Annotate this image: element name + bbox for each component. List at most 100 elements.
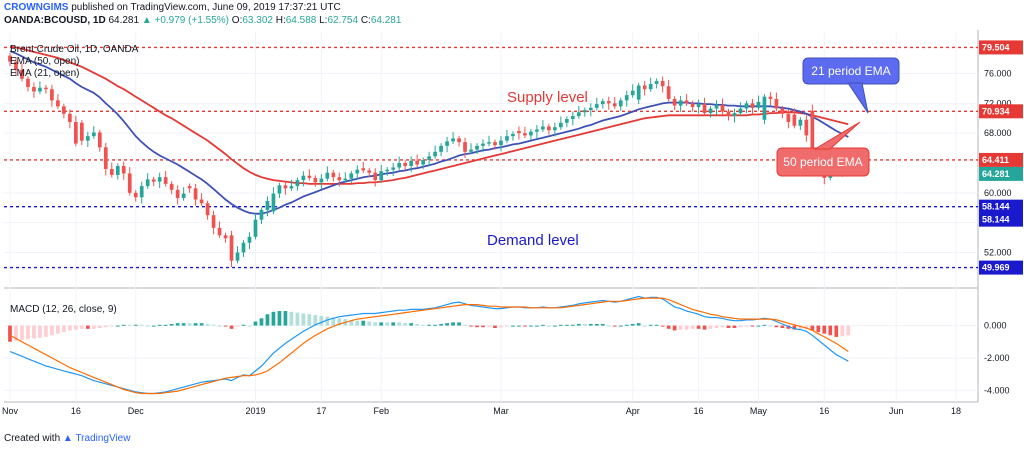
candle-body	[523, 133, 527, 136]
macd-histogram-bar	[217, 325, 222, 327]
macd-histogram-bar	[840, 325, 845, 337]
macd-histogram-bar	[151, 325, 156, 327]
candle-body	[115, 165, 120, 175]
candle-body	[187, 186, 192, 189]
candle-body	[295, 180, 300, 187]
candle-down	[187, 183, 192, 193]
candle-up	[295, 177, 300, 191]
level-price-tag	[979, 199, 1023, 214]
candle-up	[325, 166, 330, 182]
candle-body	[511, 133, 515, 137]
macd-histogram-bar	[427, 324, 431, 326]
candle-body	[541, 126, 545, 130]
candle-body	[469, 149, 473, 152]
macd-histogram-bar	[32, 325, 36, 339]
candle-body	[229, 235, 234, 261]
candle-body	[690, 103, 695, 108]
ema50-line	[9, 45, 849, 185]
tradingview-logo-icon[interactable]: ▲	[62, 433, 73, 444]
candle-up	[558, 116, 563, 130]
candle-body	[50, 89, 54, 101]
candle-body	[612, 103, 617, 107]
candle-down	[307, 169, 312, 181]
candle-body	[103, 147, 108, 169]
candle-down	[702, 97, 707, 116]
candle-body	[175, 189, 180, 199]
candle-down	[169, 181, 174, 195]
close-value: 64.281	[370, 15, 402, 26]
candle-up	[271, 187, 276, 215]
macd-histogram-bar	[181, 323, 186, 326]
level-price-text: 70.934	[982, 106, 1010, 116]
candle-body	[600, 101, 605, 105]
macd-histogram-bar	[481, 325, 485, 328]
macd-histogram-bar	[145, 325, 150, 327]
candle-up	[391, 163, 396, 177]
candle-up	[397, 156, 402, 171]
macd-histogram-bar	[265, 314, 270, 326]
macd-histogram-bar	[337, 318, 342, 326]
candle-down	[56, 94, 60, 109]
x-tick-label: 16	[71, 406, 81, 416]
footer-brand[interactable]: TradingView	[75, 433, 131, 444]
legend-title: Brent Crude Oil, 1D, OANDA	[10, 44, 139, 55]
macd-histogram-bar	[708, 325, 713, 329]
candle-down	[97, 129, 102, 152]
macd-histogram-bar	[582, 323, 587, 326]
x-tick-label: 18	[951, 406, 961, 416]
close-label: C:	[360, 15, 371, 26]
candle-up	[505, 129, 509, 144]
candle-up	[529, 129, 533, 140]
macd-histogram-bar	[109, 325, 114, 327]
macd-histogram-bar	[301, 313, 306, 326]
macd-histogram-bar	[517, 325, 521, 327]
candle-body	[379, 171, 384, 181]
candle-body	[397, 163, 402, 168]
candle-down	[523, 126, 527, 139]
macd-histogram-bar	[810, 325, 815, 331]
macd-histogram-bar	[325, 316, 330, 326]
candle-down	[720, 98, 725, 115]
candle-down	[109, 162, 114, 178]
candle-body	[493, 142, 497, 146]
candle-up	[570, 111, 575, 126]
author-name[interactable]: CROWNGIMS	[4, 2, 69, 13]
candle-down	[193, 183, 198, 206]
price-chart[interactable]: Nov 16 Dec 2019 17 Feb Mar Apr 16 May 16 Jun 18 76.00…	[0, 30, 1024, 432]
candle-body	[44, 87, 48, 90]
candle-body	[786, 113, 791, 122]
candle-up	[139, 181, 144, 204]
candle-body	[68, 113, 72, 122]
candle-down	[44, 85, 48, 94]
x-tick-label: Nov	[2, 406, 19, 416]
candle-up	[91, 126, 96, 139]
candle-down	[612, 97, 617, 109]
candle-up	[636, 82, 641, 105]
macd-histogram-bar	[768, 325, 773, 327]
candle-body	[26, 78, 30, 87]
legend-ema50: EMA (50, open)	[10, 56, 79, 67]
candle-down	[121, 161, 126, 180]
candle-up	[247, 232, 252, 250]
candle-body	[660, 81, 665, 87]
candle-body	[85, 136, 90, 141]
macd-histogram-bar	[636, 323, 641, 326]
candle-down	[367, 167, 372, 178]
candle-down	[20, 63, 24, 82]
macd-histogram-bar	[133, 324, 138, 326]
candle-body	[241, 242, 246, 253]
candle-body	[804, 119, 809, 136]
candle-up	[265, 196, 270, 217]
candle-body	[343, 178, 348, 181]
candle-up	[744, 100, 749, 114]
low-value: 62.754	[327, 15, 359, 26]
macd-histogram-bar	[241, 324, 246, 326]
candle-up	[499, 136, 503, 152]
candle-body	[630, 90, 635, 96]
candle-body	[624, 95, 629, 101]
macd-histogram-bar	[606, 325, 611, 327]
candle-body	[487, 142, 491, 144]
candle-body	[798, 119, 803, 126]
candle-body	[708, 108, 713, 114]
candle-body	[672, 98, 677, 106]
